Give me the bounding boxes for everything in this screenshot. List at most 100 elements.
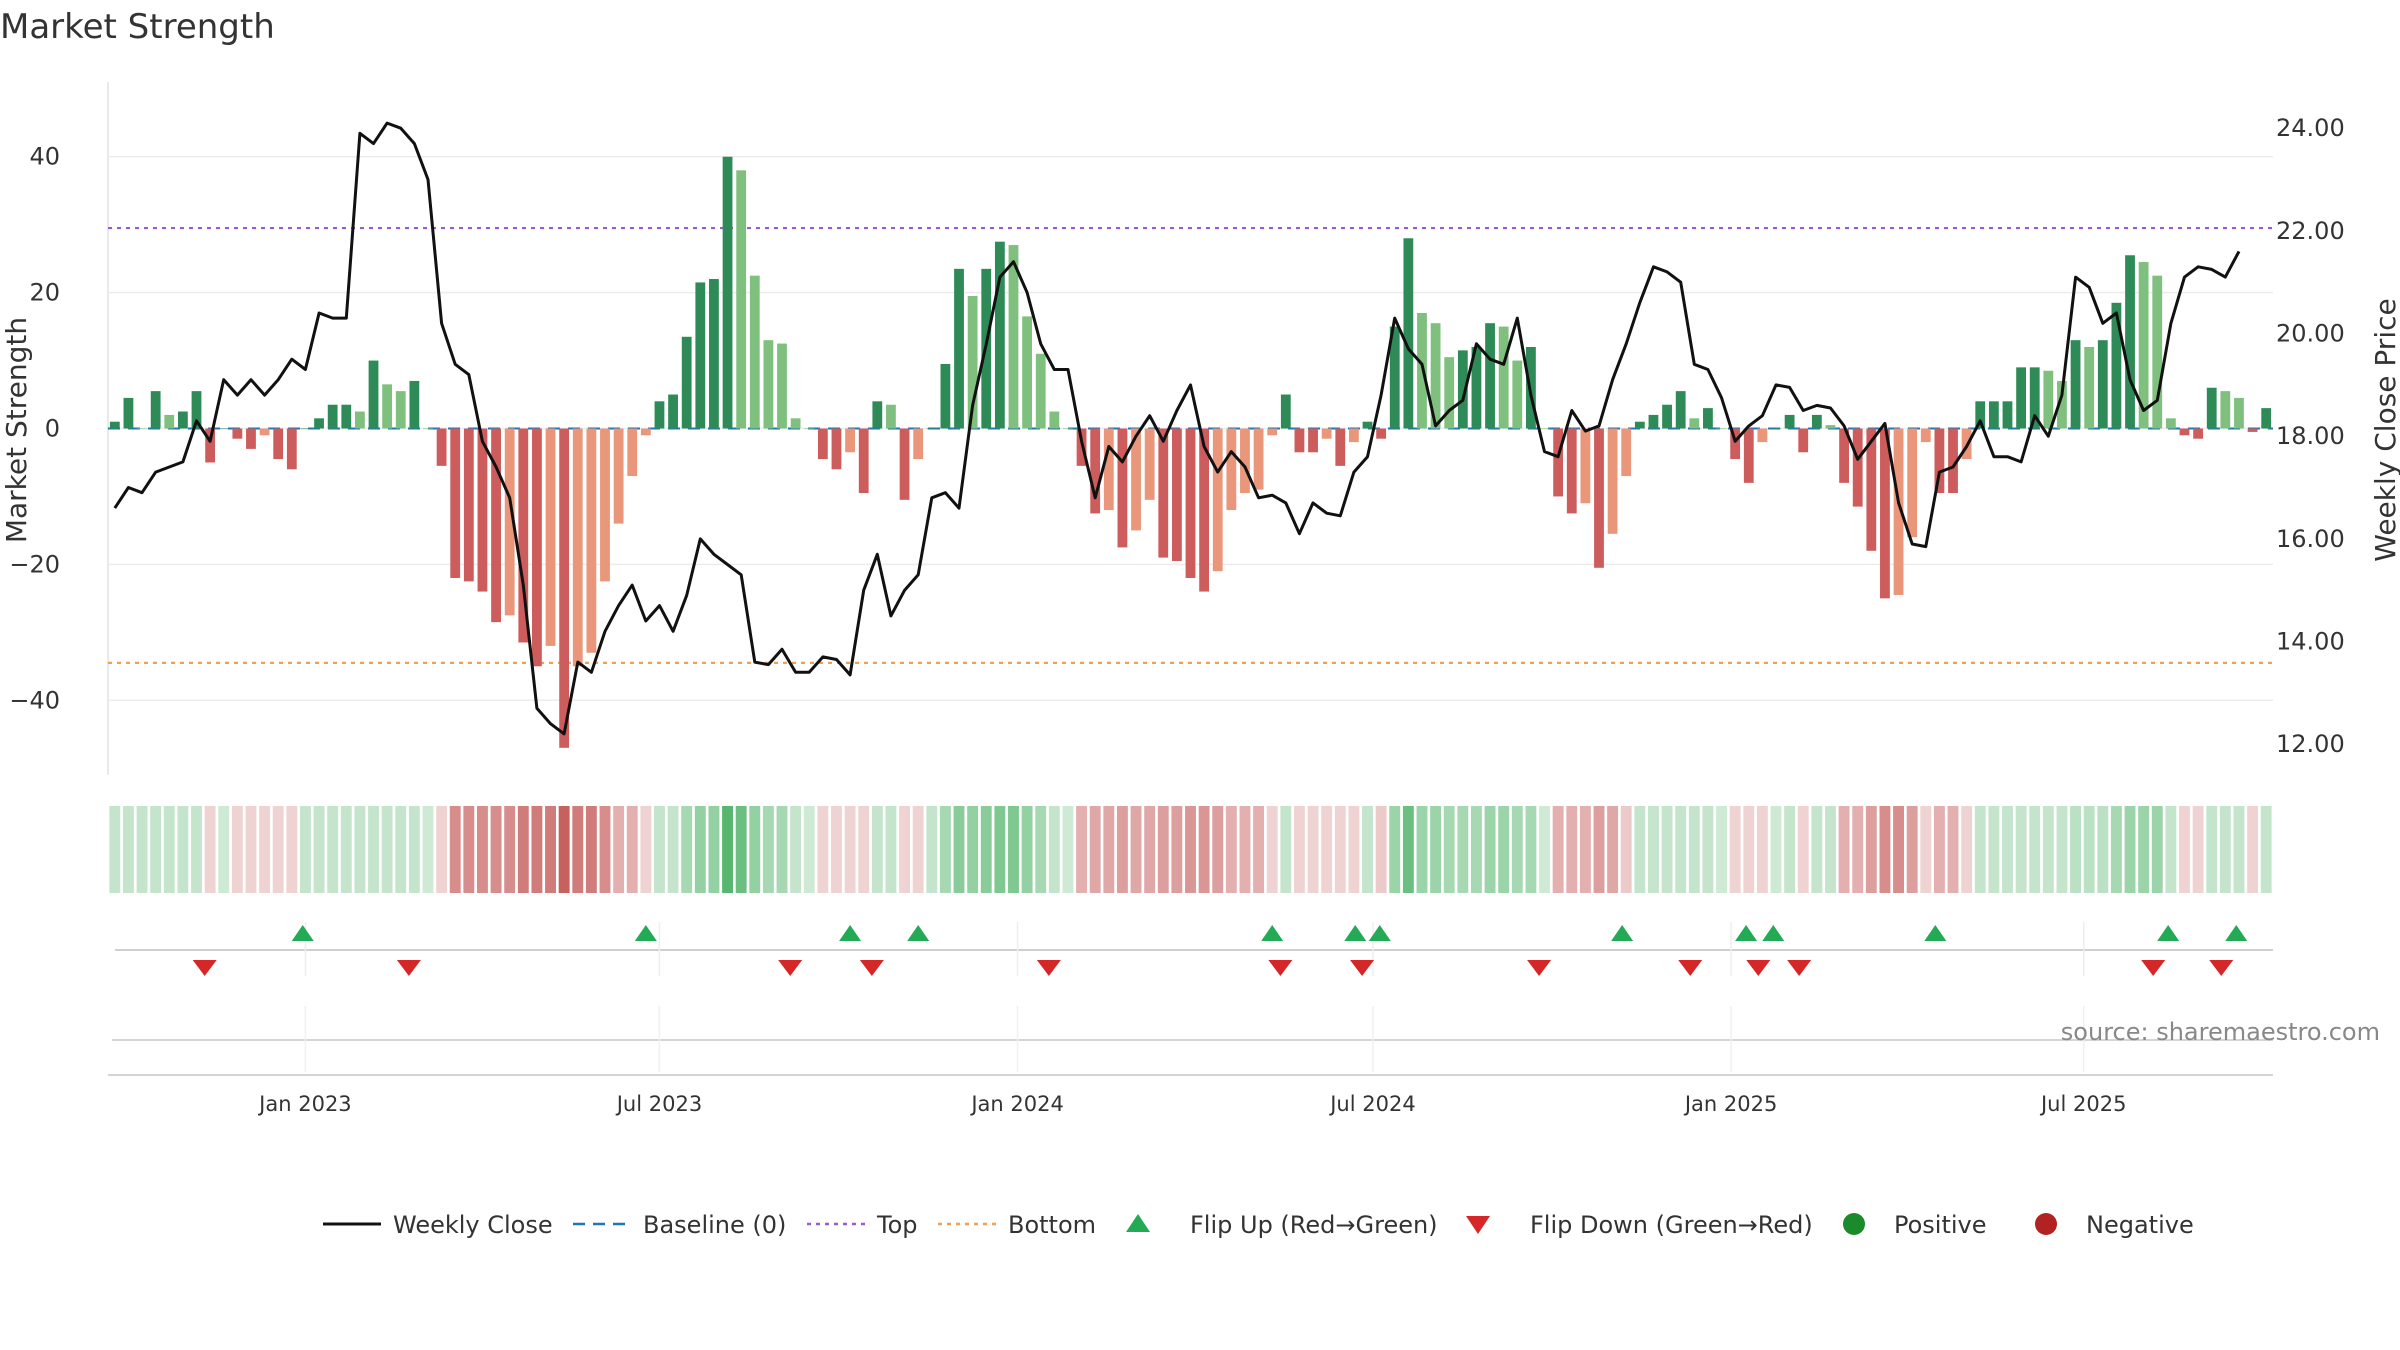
heat-cell	[313, 806, 325, 893]
flip-up-marker	[2157, 925, 2180, 941]
strength-bar	[1580, 428, 1591, 504]
flip-down-marker	[1350, 960, 1375, 976]
heat-cell	[286, 806, 298, 893]
heat-cell	[626, 806, 638, 893]
strength-bar	[1498, 326, 1509, 429]
heat-cell	[1389, 806, 1401, 893]
strength-bar	[1335, 428, 1346, 466]
heat-cell	[1838, 806, 1850, 893]
heat-cell	[1920, 806, 1932, 893]
heat-cell	[640, 806, 652, 893]
heat-cell	[1280, 806, 1292, 893]
strength-bar	[1948, 428, 1958, 494]
strength-bar	[1771, 428, 1781, 430]
strength-bar	[845, 428, 855, 453]
heat-cell	[844, 806, 856, 893]
heat-cell	[2097, 806, 2109, 893]
heat-cell	[109, 806, 121, 893]
strength-bar	[1866, 428, 1877, 551]
strength-bar	[1240, 428, 1250, 494]
strength-bar	[559, 428, 570, 748]
heat-cell	[762, 806, 774, 893]
heat-cell	[1811, 806, 1823, 893]
heat-cell	[436, 806, 448, 893]
strength-bar	[1743, 428, 1754, 483]
strength-bar	[191, 391, 202, 429]
right-tick-label: 18.00	[2276, 422, 2345, 450]
strength-bar	[804, 428, 815, 430]
heat-cell	[1225, 806, 1237, 893]
strength-bar	[736, 170, 747, 429]
heat-cell	[1620, 806, 1632, 893]
heat-cell	[599, 806, 611, 893]
right-tick-label: 14.00	[2276, 628, 2345, 656]
heat-cell	[708, 806, 720, 893]
strength-bar	[1008, 245, 1019, 429]
strength-bar	[1757, 428, 1768, 443]
weekly-close-line	[113, 121, 2241, 736]
left-tick-label: 0	[45, 415, 60, 443]
heat-cell	[545, 806, 556, 893]
flip-down-marker	[1678, 960, 1703, 976]
left-tick-label: 20	[29, 279, 60, 307]
heat-cell	[1253, 806, 1265, 893]
heat-cell	[1185, 806, 1196, 893]
heat-cell	[340, 806, 352, 893]
strength-bar	[1117, 428, 1128, 548]
chart-title: Market Strength	[0, 7, 275, 47]
strength-bar	[627, 428, 638, 477]
flip-down-marker	[1268, 960, 1293, 976]
heat-cell	[1797, 806, 1809, 893]
heat-cell	[667, 806, 679, 893]
flip-signal-panel	[115, 922, 2273, 976]
heat-cell	[939, 806, 951, 893]
heat-cell	[1416, 806, 1428, 893]
strength-bar	[2165, 418, 2176, 429]
strength-bar	[1594, 428, 1604, 568]
heat-cell	[1661, 806, 1673, 893]
strength-bar	[1798, 428, 1809, 453]
strength-bar	[1376, 428, 1387, 439]
strength-heat-strip	[109, 806, 2272, 893]
heat-cell	[1879, 806, 1891, 893]
flip-up-marker	[1735, 925, 1758, 941]
heat-cell	[2233, 806, 2245, 893]
strength-bars	[109, 156, 2272, 748]
heat-cell	[1675, 806, 1687, 893]
heat-cell	[558, 806, 570, 893]
strength-bar	[273, 428, 284, 460]
strength-bar	[1294, 428, 1305, 453]
strength-bar	[709, 279, 719, 429]
heat-cell	[408, 806, 420, 893]
flip-up-marker	[2225, 925, 2248, 941]
heat-cell	[1784, 806, 1796, 893]
strength-bar	[1308, 428, 1318, 453]
heat-cell	[926, 806, 938, 893]
flip-down-marker	[396, 960, 421, 976]
flip-down-marker	[859, 960, 884, 976]
strength-bar	[899, 428, 910, 500]
right-tick-label: 22.00	[2276, 217, 2345, 245]
heat-cell	[163, 806, 175, 893]
heat-cell	[1988, 806, 2000, 893]
strength-bar	[137, 428, 147, 430]
heat-cell	[654, 806, 665, 893]
strength-bar	[613, 428, 624, 524]
x-axis-ticks: Jan 2023 Jul 2023 Jan 2024 Jul 2024 Jan 2025…	[257, 1092, 2126, 1116]
strength-bar	[327, 404, 338, 429]
strength-bar	[2070, 340, 2081, 429]
heat-cell	[231, 806, 243, 893]
heat-cell	[1402, 806, 1414, 893]
heat-cell	[2083, 806, 2095, 893]
flip-down-marker	[1787, 960, 1812, 976]
heat-cell	[218, 806, 230, 893]
strength-bar	[1566, 428, 1577, 514]
heat-cell	[1947, 806, 1959, 893]
strength-bar	[1893, 428, 1904, 595]
heat-cell	[1716, 806, 1727, 893]
heat-cell	[1484, 806, 1496, 893]
strength-bar	[1430, 323, 1441, 429]
x-tick-label: Jul 2024	[1328, 1092, 1415, 1116]
strength-bar	[1852, 428, 1863, 507]
heat-cell	[122, 806, 134, 893]
